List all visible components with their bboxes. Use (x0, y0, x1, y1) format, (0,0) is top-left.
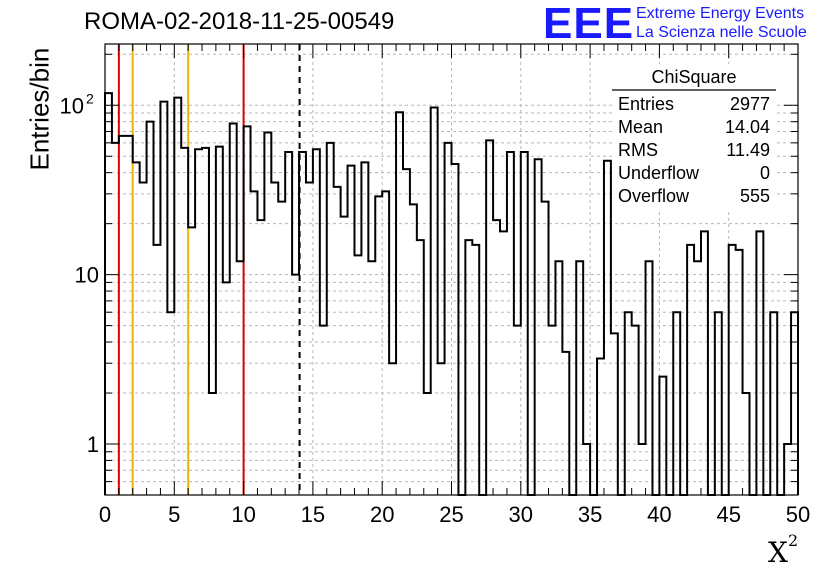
eee-logo: EEE (543, 0, 635, 48)
stats-row-value: 0 (760, 163, 770, 183)
x-tick-label: 25 (439, 502, 463, 527)
stats-row-label: Entries (618, 94, 674, 114)
x-tick-label: 45 (716, 502, 740, 527)
x-tick-label: 10 (231, 502, 255, 527)
stats-row-label: RMS (618, 140, 658, 160)
stats-box-title: ChiSquare (651, 67, 736, 87)
stats-row-value: 14.04 (725, 117, 770, 137)
y-tick-label-exponent: 2 (86, 90, 94, 106)
x-tick-label: 50 (786, 502, 810, 527)
stats-box-background (612, 64, 776, 210)
chart-title: ROMA-02-2018-11-25-00549 (84, 8, 395, 35)
stats-row-value: 11.49 (726, 140, 770, 160)
x-tick-label: 20 (370, 502, 394, 527)
y-tick-label: 10 (60, 93, 84, 118)
y-axis-label: Entries/bin (24, 47, 55, 171)
logo-subtitle-1: Extreme Energy Events (636, 5, 805, 22)
stats-row-label: Overflow (618, 186, 690, 206)
y-tick-label: 1 (87, 432, 99, 457)
x-axis-label-sup: 2 (787, 530, 799, 550)
x-axis-label-main: X (768, 536, 788, 569)
stats-row-label: Underflow (618, 163, 700, 183)
x-tick-label: 30 (509, 502, 533, 527)
stats-box: ChiSquare Entries 2977 Mean 14.04 RMS 11.49 Un… (612, 64, 776, 210)
x-tick-label: 35 (578, 502, 602, 527)
x-tick-labels: 0 5 10 15 20 25 30 35 40 45 50 (99, 502, 810, 527)
y-tick-label: 10 (75, 263, 99, 288)
x-tick-label: 40 (647, 502, 671, 527)
x-axis-label: X2 (768, 531, 798, 569)
logo-subtitle-2: La Scienza nelle Scuole (636, 24, 807, 41)
stats-row-value: 2977 (730, 94, 770, 114)
stats-row-value: 555 (740, 186, 770, 206)
stats-row-label: Mean (618, 117, 663, 137)
x-tick-label: 5 (168, 502, 180, 527)
x-tick-label: 0 (99, 502, 111, 527)
axis-ticks (104, 44, 799, 496)
x-tick-label: 15 (301, 502, 325, 527)
